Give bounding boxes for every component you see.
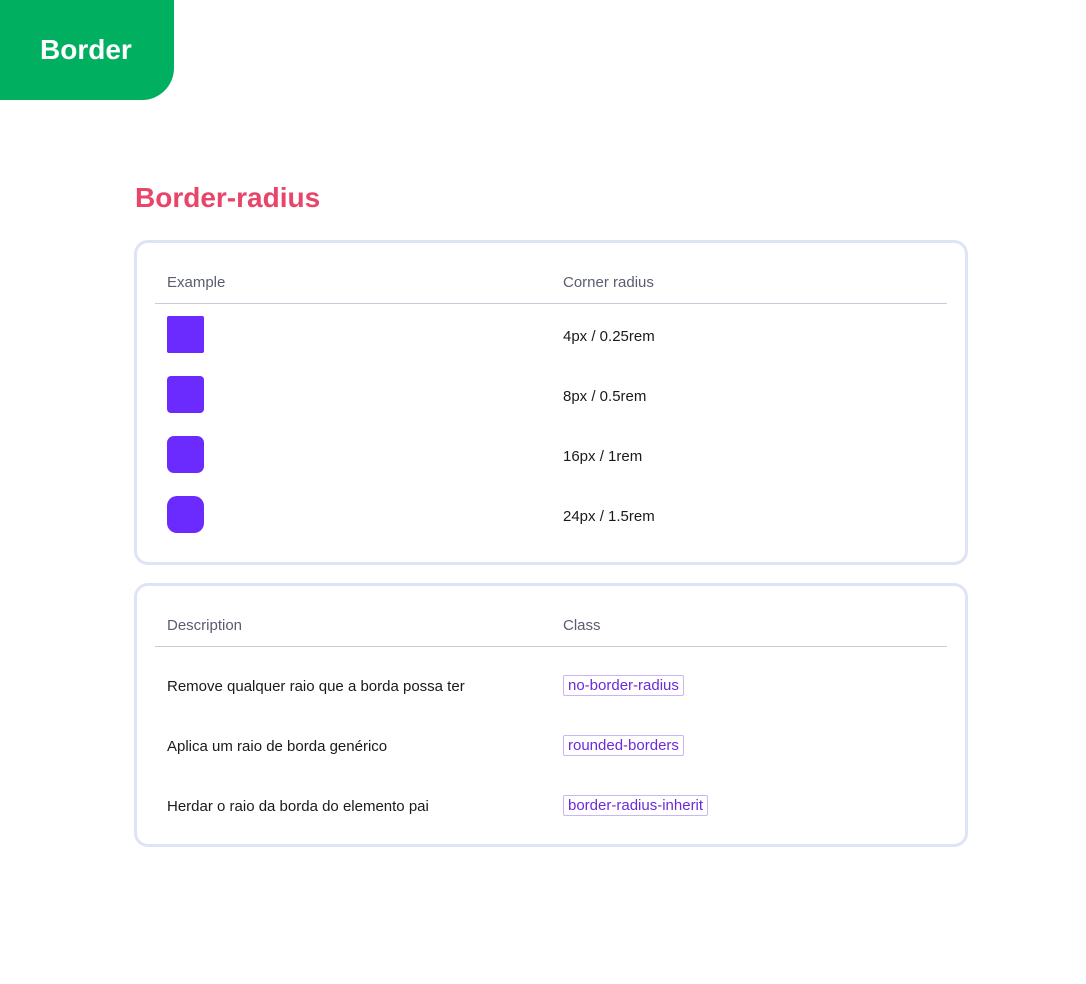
classes-table: Description Class Remove qualquer raio q… [134,583,968,847]
radius-value: 16px / 1rem [563,448,643,465]
description: Aplica um raio de borda genérico [167,738,388,755]
class-tag: rounded-borders [563,735,684,756]
table-row: Herdar o raio da borda do elemento pai bo… [155,776,947,836]
class-tag: border-radius-inherit [563,795,709,816]
radius-example-swatch [167,316,204,353]
table-header: Example Corner radius [155,243,947,304]
table-row: 4px / 0.25rem [155,306,947,366]
radius-value: 24px / 1.5rem [563,508,655,525]
table-row: Aplica um raio de borda genérico rounded-… [155,716,947,776]
radius-example-swatch [167,376,204,413]
section-badge: Border [0,0,174,100]
radius-example-swatch [167,496,204,533]
table-row: 8px / 0.5rem [155,366,947,426]
description: Herdar o raio da borda do elemento pai [167,798,429,815]
table-row: 16px / 1rem [155,426,947,486]
page-title: Border-radius [135,182,321,213]
table-row: Remove qualquer raio que a borda possa t… [155,656,947,716]
table-header: Description Class [155,586,947,647]
class-tag: no-border-radius [563,675,684,696]
header-example: Example [167,274,226,291]
examples-table: Example Corner radius 4px / 0.25rem 8px … [134,240,968,565]
header-description: Description [167,617,243,634]
header-class: Class [563,617,601,634]
radius-example-swatch [167,436,204,473]
table-row: 24px / 1.5rem [155,486,947,546]
radius-value: 8px / 0.5rem [563,388,647,405]
header-corner-radius: Corner radius [563,274,654,291]
description: Remove qualquer raio que a borda possa t… [167,678,465,695]
radius-value: 4px / 0.25rem [563,328,655,345]
